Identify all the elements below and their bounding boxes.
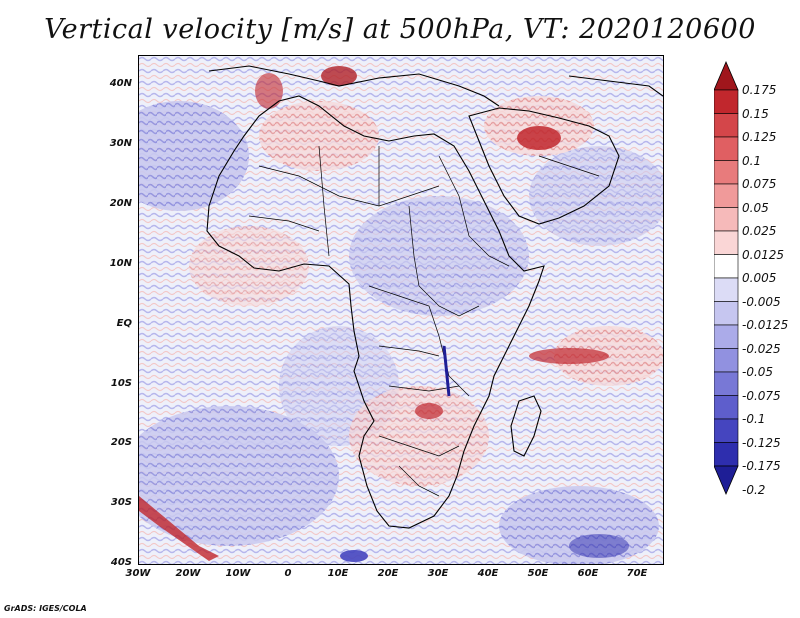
colorbar-tick-label: 0.0125 bbox=[742, 247, 784, 262]
colorbar-swatch bbox=[714, 442, 739, 467]
colorbar-tick-label: 0.1 bbox=[742, 153, 762, 168]
map-panel bbox=[138, 55, 664, 565]
colorbar-tick-label: -0.005 bbox=[742, 294, 781, 309]
colorbar-tick-label: -0.025 bbox=[742, 341, 781, 356]
lon-label: 50E bbox=[527, 568, 549, 579]
colorbar-swatch bbox=[714, 301, 739, 326]
lon-label: 0 bbox=[284, 568, 292, 579]
colorbar-swatch bbox=[714, 160, 739, 185]
colorbar-swatch bbox=[714, 324, 739, 349]
lon-label: 10W bbox=[225, 568, 251, 579]
lon-label: 30E bbox=[427, 568, 449, 579]
colorbar-tick-label: -0.0125 bbox=[742, 318, 789, 332]
colorbar-tick-label: 0.175 bbox=[742, 83, 777, 97]
lat-label: 20N bbox=[109, 198, 132, 209]
colorbar-swatch bbox=[714, 348, 739, 373]
colorbar-top-arrow bbox=[714, 60, 739, 91]
lon-label: 10E bbox=[327, 568, 349, 579]
colorbar-tick-label: -0.1 bbox=[742, 412, 766, 426]
colorbar-swatch bbox=[714, 207, 739, 232]
colorbar-tick-label: -0.05 bbox=[742, 365, 774, 379]
colorbar-tick-label: -0.2 bbox=[742, 482, 766, 497]
lon-label: 70E bbox=[626, 568, 648, 579]
lat-label: 30S bbox=[110, 497, 132, 508]
map-title: Vertical velocity [m/s] at 500hPa, VT: 2… bbox=[44, 14, 756, 45]
colorbar-tick-label: 0.125 bbox=[742, 130, 777, 144]
lat-label: 30N bbox=[109, 138, 132, 149]
colorbar-tick-label: -0.175 bbox=[742, 459, 781, 473]
colorbar-swatch bbox=[714, 395, 739, 420]
lat-label: 10S bbox=[110, 378, 132, 389]
colorbar-swatch bbox=[714, 183, 739, 208]
lon-label: 60E bbox=[577, 568, 599, 579]
lon-label: 30W bbox=[125, 568, 151, 579]
colorbar-tick-label: 0.075 bbox=[742, 177, 777, 191]
colorbar-tick-label: 0.15 bbox=[742, 106, 769, 121]
colorbar-swatch bbox=[714, 113, 739, 138]
velocity-field-map bbox=[139, 56, 663, 564]
colorbar-bottom-arrow bbox=[714, 465, 739, 496]
lon-label: 20E bbox=[377, 568, 399, 579]
credit-text: GrADS: IGES/COLA bbox=[4, 604, 87, 613]
colorbar-tick-label: 0.05 bbox=[742, 200, 769, 215]
colorbar-swatch bbox=[714, 136, 739, 161]
colorbar-swatch bbox=[714, 89, 739, 114]
colorbar-tick-label: 0.005 bbox=[742, 271, 777, 285]
lon-label: 40E bbox=[477, 568, 499, 579]
lat-label: 20S bbox=[110, 437, 132, 448]
lon-label: 20W bbox=[175, 568, 201, 579]
colorbar-tick-label: 0.025 bbox=[742, 224, 777, 238]
colorbar-swatch bbox=[714, 277, 739, 302]
colorbar-swatch bbox=[714, 254, 739, 279]
colorbar-swatch bbox=[714, 418, 739, 443]
lat-label: EQ bbox=[116, 318, 132, 329]
colorbar-tick-label: -0.125 bbox=[742, 435, 781, 450]
colorbar-swatch bbox=[714, 230, 739, 255]
lat-label: 10N bbox=[109, 258, 132, 269]
colorbar-tick-label: -0.075 bbox=[742, 388, 781, 403]
lat-label: 40N bbox=[109, 78, 132, 89]
colorbar bbox=[714, 60, 739, 496]
colorbar-swatch bbox=[714, 371, 739, 396]
lat-label: 40S bbox=[110, 557, 132, 568]
